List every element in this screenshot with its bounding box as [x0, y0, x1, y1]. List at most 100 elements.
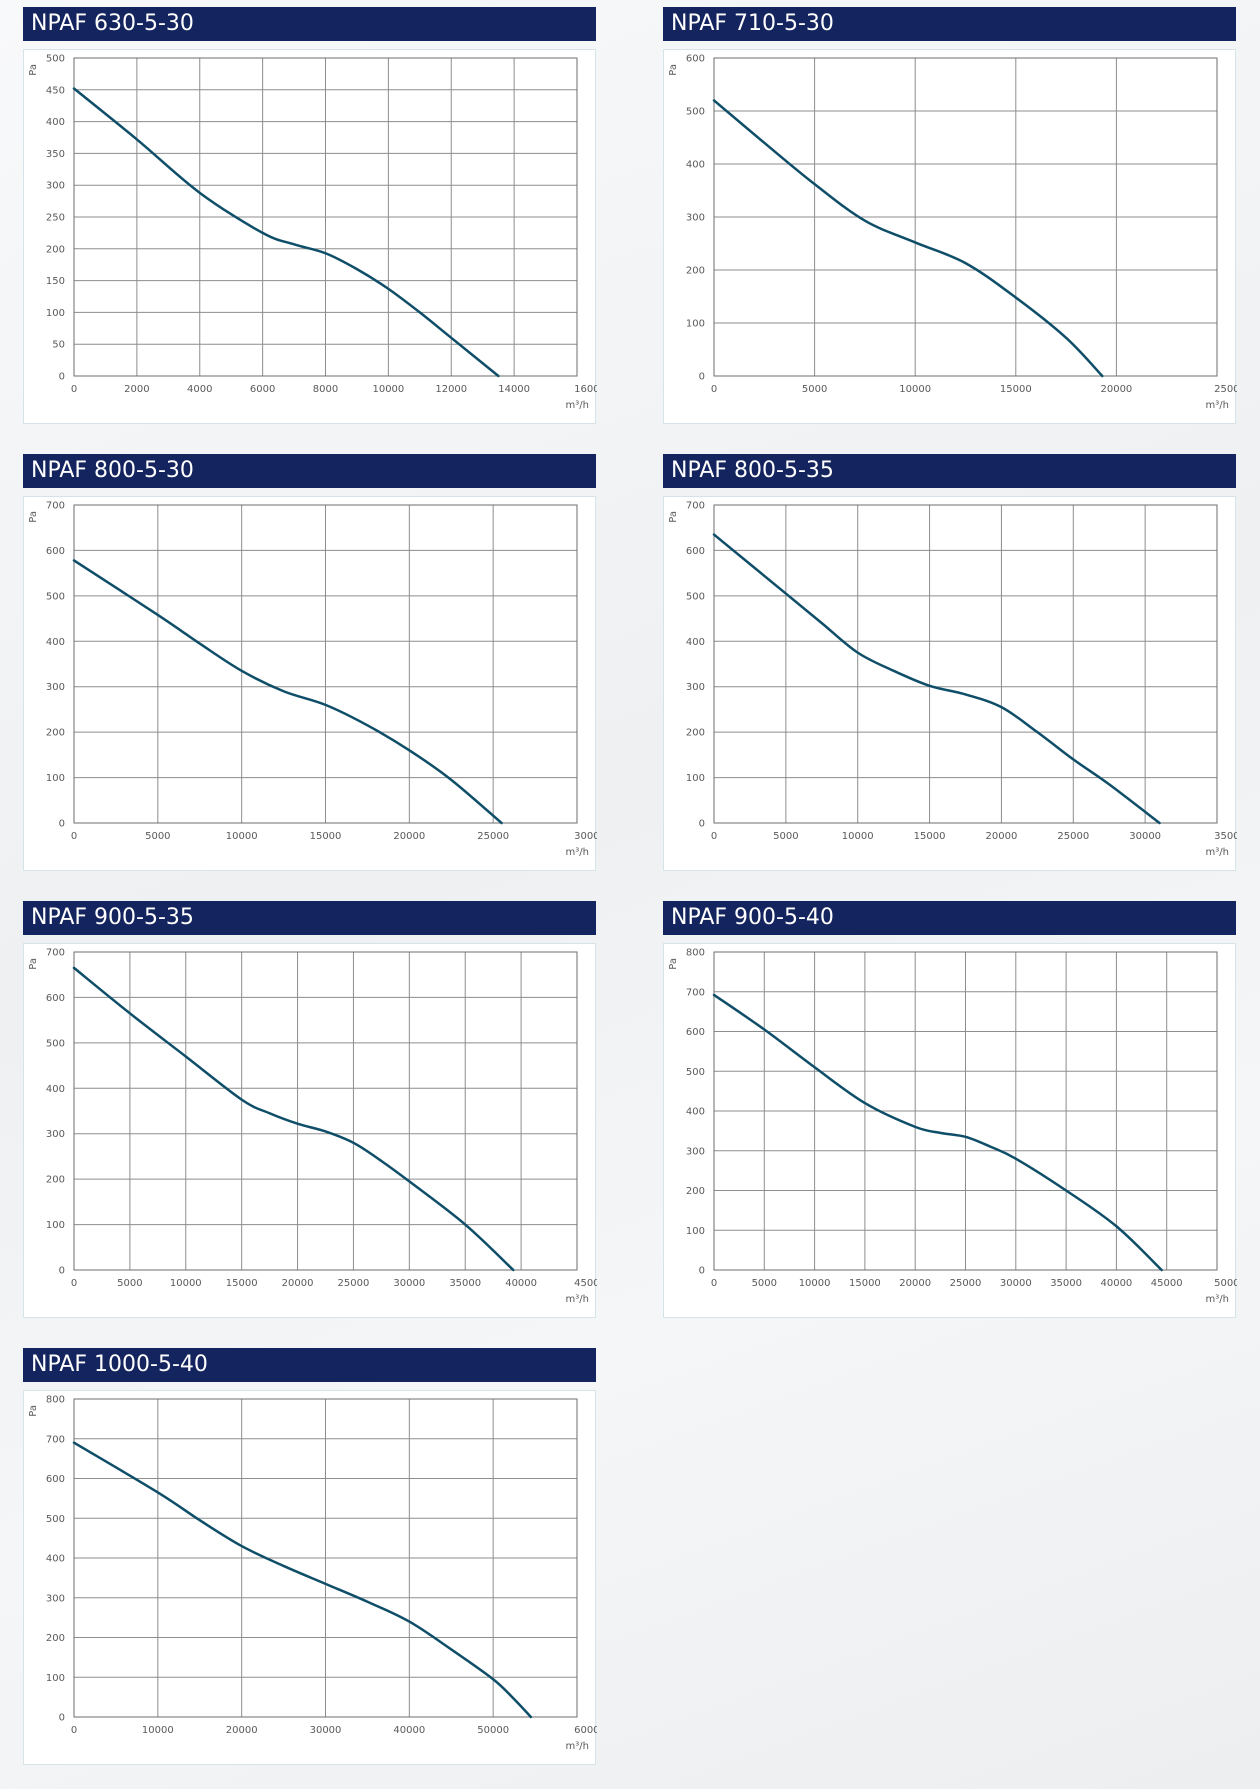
y-tick-label: 700 [686, 987, 705, 998]
y-tick-label: 500 [46, 591, 65, 602]
y-tick-label: 100 [686, 319, 705, 330]
y-tick-label: 300 [46, 181, 65, 192]
y-tick-label: 100 [46, 308, 65, 319]
x-tick-label: 25000 [950, 1278, 982, 1289]
plot-frame [73, 951, 578, 1271]
x-tick-label: 25000 [1057, 831, 1089, 842]
x-tick-label: 5000 [117, 1278, 142, 1289]
x-tick-label: 0 [71, 1725, 77, 1736]
x-tick-label: 20000 [899, 1278, 931, 1289]
x-tick-label: 5000 [773, 831, 798, 842]
x-tick-label: 45000 [1151, 1278, 1183, 1289]
y-tick-label: 100 [46, 1673, 65, 1684]
x-tick-label: 20000 [393, 831, 425, 842]
x-tick-label: 60000 [574, 1725, 597, 1736]
y-tick-label: 0 [59, 1713, 65, 1724]
x-tick-label: 5000 [752, 1278, 777, 1289]
y-tick-label: 600 [46, 993, 65, 1004]
plot-frame [713, 504, 1218, 824]
y-tick-label: 0 [699, 372, 705, 383]
x-tick-label: 30000 [574, 831, 597, 842]
y-tick-label: 300 [686, 213, 705, 224]
y-tick-label: 700 [46, 501, 65, 512]
fan-curve-series-0 [712, 99, 1104, 378]
x-tick-label: 0 [71, 831, 77, 842]
x-tick-label: 5000 [145, 831, 170, 842]
y-tick-label: 800 [686, 948, 705, 959]
x-tick-label: 20000 [1100, 384, 1132, 395]
y-tick-label: 400 [686, 160, 705, 171]
y-tick-label: 300 [46, 682, 65, 693]
x-tick-label: 10000 [842, 831, 874, 842]
y-tick-label: 0 [59, 819, 65, 830]
plot-frame [713, 57, 1218, 377]
chart-title: NPAF 900-5-40 [663, 901, 1236, 935]
fan-curve-chart: 0 100 200 300 400 500 600 700 0 5000 10000 15000 200… [668, 501, 1237, 859]
y-tick-label: 400 [46, 1554, 65, 1565]
x-tick-label: 6000 [250, 384, 275, 395]
x-tick-label: 30000 [310, 1725, 342, 1736]
y-axis-label: Pa [28, 958, 39, 970]
x-tick-label: 25000 [477, 831, 509, 842]
x-tick-label: 14000 [498, 384, 530, 395]
y-tick-label: 200 [46, 1175, 65, 1186]
fan-curve-series-0 [72, 559, 503, 825]
plot-frame [73, 504, 578, 824]
x-tick-label: 0 [71, 1278, 77, 1289]
x-tick-label: 16000 [574, 384, 597, 395]
fan-curve-chart: 0 100 200 300 400 500 600 700 0 5000 10000 15000 200… [28, 948, 597, 1306]
x-axis-label: m³/h [566, 1741, 589, 1752]
chart-panel: 0 100 200 300 400 500 600 700 800 0 5000 10000 15000… [663, 943, 1237, 1318]
chart-title: NPAF 630-5-30 [23, 7, 596, 41]
x-tick-label: 10000 [142, 1725, 174, 1736]
y-tick-label: 500 [686, 591, 705, 602]
chart-block-npaf-800-5-30: NPAF 800-5-30 0 100 200 300 400 500 600 700 0 500… [23, 454, 597, 871]
y-tick-label: 100 [686, 773, 705, 784]
y-tick-label: 500 [46, 1514, 65, 1525]
y-axis-label: Pa [668, 64, 679, 76]
x-axis-label: m³/h [566, 847, 589, 858]
x-tick-label: 0 [711, 1278, 717, 1289]
x-tick-label: 15000 [310, 831, 342, 842]
fan-curve-chart: 0 100 200 300 400 500 600 0 5000 10000 15000 20000 2… [668, 54, 1237, 412]
x-tick-label: 35000 [1214, 831, 1237, 842]
x-axis-label: m³/h [1206, 400, 1229, 411]
x-tick-label: 40000 [393, 1725, 425, 1736]
fan-curve-series-0 [72, 87, 500, 378]
y-tick-label: 300 [686, 1146, 705, 1157]
y-tick-label: 300 [46, 1593, 65, 1604]
y-tick-label: 100 [686, 1226, 705, 1237]
y-tick-label: 450 [46, 85, 65, 96]
x-tick-label: 10000 [372, 384, 404, 395]
y-tick-label: 400 [46, 117, 65, 128]
x-tick-label: 15000 [1000, 384, 1032, 395]
fan-curve-chart: 0 100 200 300 400 500 600 700 0 5000 10000 15000 200… [28, 501, 597, 859]
x-tick-label: 25000 [338, 1278, 370, 1289]
y-tick-label: 500 [686, 107, 705, 118]
y-tick-label: 0 [699, 1266, 705, 1277]
chart-block-npaf-1000-5-40: NPAF 1000-5-40 0 100 200 300 400 500 600 700 800… [23, 1348, 597, 1765]
y-tick-label: 400 [46, 637, 65, 648]
x-tick-label: 20000 [986, 831, 1018, 842]
x-tick-label: 0 [711, 831, 717, 842]
x-tick-label: 50000 [477, 1725, 509, 1736]
y-tick-label: 600 [46, 1474, 65, 1485]
y-tick-label: 600 [686, 54, 705, 65]
chart-block-npaf-800-5-35: NPAF 800-5-35 0 100 200 300 400 500 600 700 0 500… [663, 454, 1237, 871]
fan-curve-chart: 0 100 200 300 400 500 600 700 800 0 10000 20000 3000… [28, 1395, 597, 1753]
chart-panel: 0 100 200 300 400 500 600 700 0 5000 10000 15000 200… [23, 943, 597, 1318]
chart-panel: 0 100 200 300 400 500 600 700 0 5000 10000 15000 200… [663, 496, 1237, 871]
x-tick-label: 40000 [1100, 1278, 1132, 1289]
y-tick-label: 800 [46, 1395, 65, 1406]
x-tick-label: 30000 [1000, 1278, 1032, 1289]
y-tick-label: 150 [46, 276, 65, 287]
y-tick-label: 100 [46, 773, 65, 784]
chart-title: NPAF 710-5-30 [663, 7, 1236, 41]
x-tick-label: 0 [711, 384, 717, 395]
chart-panel: 0 100 200 300 400 500 600 700 800 0 10000 20000 3000… [23, 1390, 597, 1765]
y-tick-label: 0 [699, 819, 705, 830]
chart-title: NPAF 900-5-35 [23, 901, 596, 935]
y-tick-label: 500 [686, 1067, 705, 1078]
y-tick-label: 400 [686, 1107, 705, 1118]
y-axis-label: Pa [668, 511, 679, 523]
